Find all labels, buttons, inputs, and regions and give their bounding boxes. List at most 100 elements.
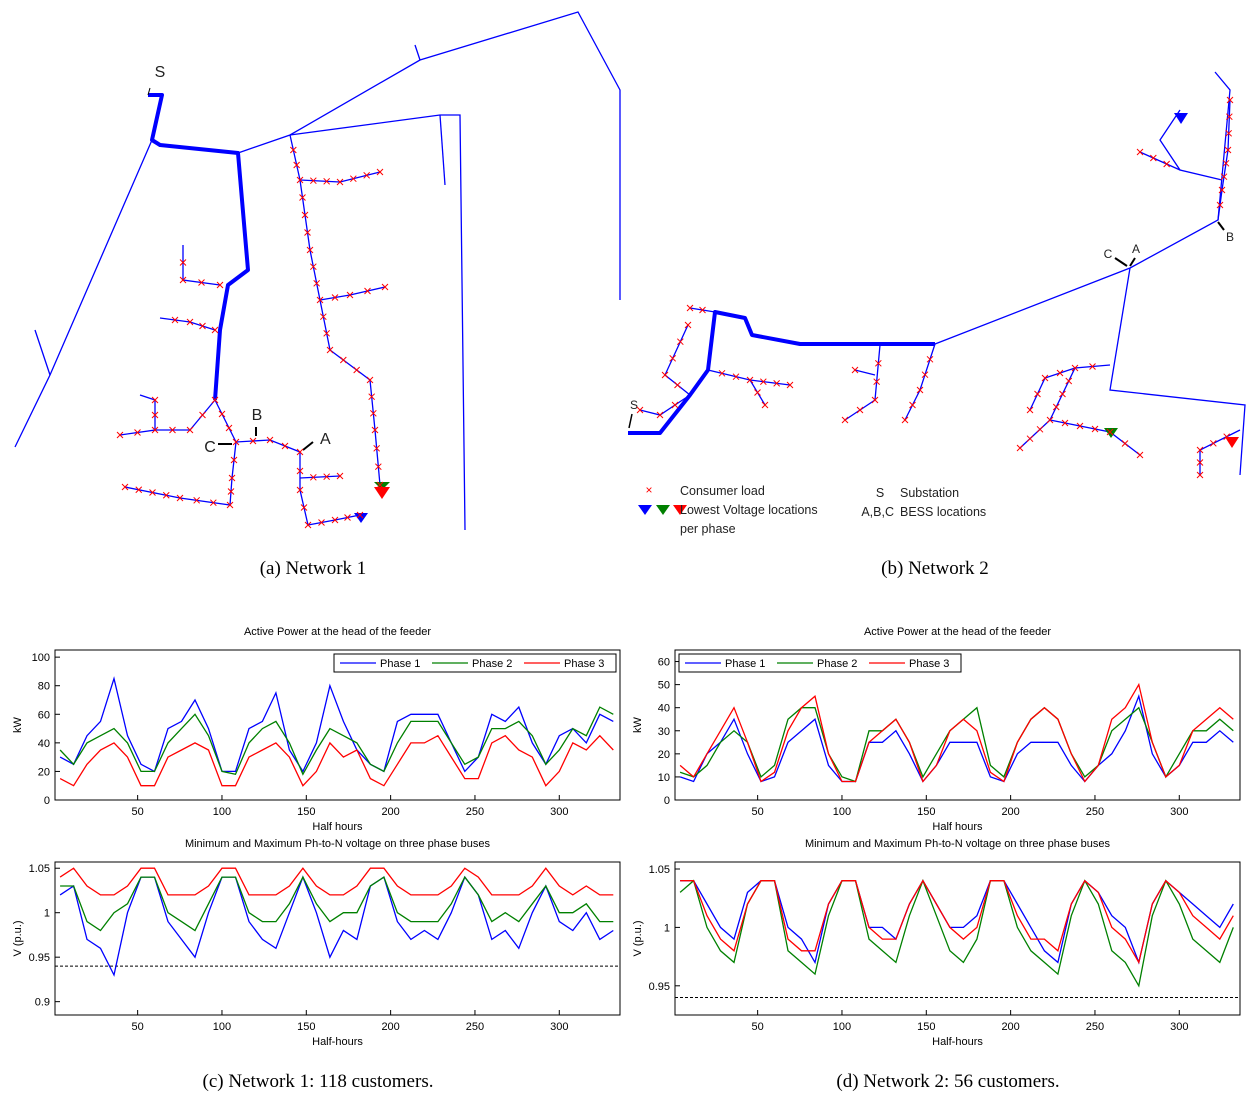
chart-title: Minimum and Maximum Ph-to-N voltage on t… (185, 838, 491, 850)
legend-box (333, 653, 617, 673)
consumer-load (326, 346, 334, 354)
feeder-line (155, 399, 216, 431)
x-tick-label: 300 (550, 806, 568, 818)
chart-title: Active Power at the head of the feeder (244, 626, 431, 638)
consumer-load (636, 406, 644, 414)
consumer-load (349, 175, 357, 183)
caption: (d) Network 2: 56 customers. (836, 1071, 1059, 1092)
consumer-load (1041, 374, 1049, 382)
consumer-load (1149, 154, 1157, 162)
bess-label: B (252, 407, 263, 424)
consumer-load (225, 424, 233, 432)
x-tick-label: 200 (381, 806, 399, 818)
consumer-load (1220, 173, 1228, 181)
network-2: S A B C (628, 71, 1246, 479)
consumer-load (198, 279, 205, 286)
lowest-voltage-marker (374, 487, 390, 499)
feeder-line (904, 343, 936, 421)
consumer-load (366, 376, 374, 384)
consumer-load (336, 178, 344, 186)
y-axis-label: V (p.u.) (632, 920, 644, 956)
label-pointer (1114, 257, 1128, 267)
lowest-voltage-marker (354, 513, 368, 523)
series-line (680, 879, 1234, 965)
x-axis-label: Half hours (932, 821, 983, 833)
bess-label: C (204, 439, 216, 456)
label-pointer (302, 441, 314, 451)
consumer-load (319, 313, 327, 321)
consumer-load (1065, 377, 1073, 385)
feeder-line (119, 394, 156, 436)
consumer-load (179, 259, 187, 266)
series-line (59, 734, 614, 787)
feeder-line (299, 475, 341, 479)
y-tick-label: 1 (664, 922, 670, 934)
diagram-legend: × Consumer load Lowest Voltage locations… (638, 483, 986, 536)
consumer-load (1016, 444, 1024, 452)
consumer-load (746, 376, 754, 384)
consumer-load (309, 177, 317, 185)
y-tick-label: 1 (44, 908, 50, 920)
legend-label: Phase 2 (817, 658, 857, 670)
consumer-load (218, 410, 226, 418)
consumer-load (856, 406, 864, 414)
feeder-line (14, 139, 153, 448)
plot-frame (54, 649, 621, 801)
consumer-load (1224, 146, 1232, 154)
consumer-load (323, 329, 331, 337)
caption: (a) Network 1 (260, 558, 367, 579)
consumer-load (176, 494, 184, 502)
consumer-load (293, 161, 301, 169)
lowest-voltage-marker (374, 482, 390, 490)
feeder-line (934, 71, 1231, 345)
consumer-load (336, 472, 344, 480)
plot-frame (674, 649, 1241, 801)
consumer-load (179, 276, 187, 284)
consumer-load (901, 416, 909, 424)
x-tick-label: 100 (213, 806, 231, 818)
consumer-load (1052, 403, 1060, 411)
consumer-load (1218, 186, 1226, 194)
bess-label: B (1226, 230, 1234, 244)
x-tick-label: 250 (1086, 806, 1104, 818)
consumer-load (1196, 459, 1204, 466)
consumer-load (323, 177, 331, 185)
y-tick-label: 80 (38, 681, 50, 693)
x-tick-label: 50 (752, 806, 764, 818)
consumer-load (1076, 422, 1084, 430)
consumer-load (363, 171, 371, 179)
consumer-load (1056, 369, 1064, 377)
consumer-load (171, 316, 179, 324)
consumer-load (318, 519, 325, 526)
consumer-load (304, 229, 311, 236)
consumer-load (162, 491, 170, 499)
feeder-line (34, 329, 51, 376)
consumer-load (874, 359, 882, 367)
consumer-load (169, 426, 176, 434)
consumer-load (211, 396, 219, 404)
label-pointer (1217, 221, 1225, 231)
label-pointer (628, 413, 633, 429)
bess-label: A (1132, 242, 1140, 256)
y-tick-label: 60 (38, 709, 50, 721)
consumer-load (186, 318, 194, 326)
consumer-load (249, 437, 257, 445)
x-tick-label: 200 (381, 1021, 399, 1033)
caption: (b) Network 2 (881, 558, 989, 579)
consumer-load (669, 354, 677, 362)
consumer-load (1089, 363, 1096, 370)
x-tick-label: 300 (1170, 806, 1188, 818)
consumer-load (353, 366, 361, 374)
consumer-load (1026, 435, 1034, 443)
consumer-load (699, 306, 706, 314)
consumer-load (304, 521, 312, 529)
legend-label: Phase 1 (725, 658, 765, 670)
consumer-load (1225, 129, 1233, 137)
legend-symbol (638, 505, 652, 515)
feeder-line (1029, 367, 1076, 411)
plot-frame (674, 861, 1241, 1016)
label-pointer (147, 87, 151, 96)
x-tick-label: 150 (297, 1021, 315, 1033)
legend-label: Phase 1 (380, 658, 420, 670)
